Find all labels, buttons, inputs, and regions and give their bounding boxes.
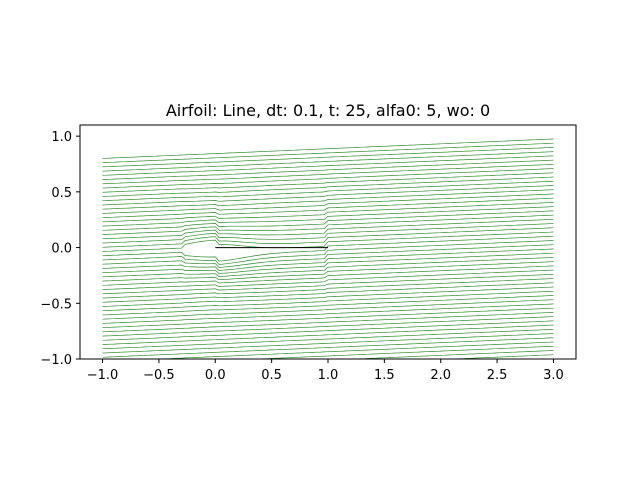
streamline-52 — [102, 151, 554, 172]
streamline-48 — [102, 168, 554, 189]
streamline-47 — [102, 172, 554, 193]
streamline-45 — [102, 180, 554, 202]
streamline-22 — [102, 278, 554, 299]
streamline-16 — [102, 303, 554, 324]
x-tick-label: 0.5 — [261, 368, 282, 383]
streamline-41 — [102, 197, 554, 219]
streamline-24 — [102, 269, 554, 290]
streamline-21 — [102, 282, 554, 303]
streamline-26 — [102, 261, 554, 282]
x-tick-label: 2.5 — [487, 368, 508, 383]
streamline-12 — [102, 320, 554, 341]
streamline-35 — [102, 223, 554, 244]
streamline-54 — [102, 142, 554, 164]
x-tick-label: 3.0 — [543, 368, 564, 383]
streamline-18 — [102, 295, 554, 316]
y-tick-label: 0.0 — [51, 242, 72, 257]
chart-title: Airfoil: Line, dt: 0.1, t: 25, alfa0: 5,… — [166, 101, 490, 120]
streamline-27 — [102, 257, 554, 278]
x-tick-label: 1.5 — [374, 368, 395, 383]
streamline-6 — [250, 345, 554, 359]
streamline-33 — [102, 231, 554, 252]
streamline-13 — [102, 316, 554, 337]
y-tick-label: 1.0 — [51, 130, 72, 145]
plot-frame — [79, 124, 577, 360]
streamline-17 — [102, 299, 554, 320]
streamline-40 — [102, 202, 554, 223]
streamline-31 — [102, 240, 554, 265]
streamline-51 — [102, 155, 554, 176]
streamline-50 — [102, 159, 554, 180]
streamline-39 — [102, 206, 554, 227]
streamlines-group — [102, 138, 554, 359]
x-tick-label: 2.0 — [430, 368, 451, 383]
streamline-43 — [102, 189, 554, 210]
y-axis-ticks: −1.0 −0.5 0.0 0.5 1.0 — [40, 130, 80, 368]
streamline-28 — [102, 252, 554, 274]
streamline-9 — [102, 333, 554, 354]
streamline-46 — [102, 176, 554, 197]
y-tick-label: −1.0 — [40, 353, 72, 368]
streamline-23 — [102, 273, 554, 295]
streamline-7 — [152, 341, 554, 359]
streamline-30 — [102, 244, 554, 268]
streamline-36 — [102, 218, 554, 240]
streamline-19 — [102, 290, 554, 312]
streamline-15 — [102, 307, 554, 328]
streamline-49 — [102, 163, 554, 185]
streamline-44 — [102, 185, 554, 206]
streamline-55 — [102, 138, 554, 159]
x-tick-label: 0.0 — [205, 368, 226, 383]
streamline-32 — [102, 235, 554, 262]
x-tick-label: 1.0 — [318, 368, 339, 383]
streamline-10 — [102, 328, 554, 350]
streamline-5 — [347, 350, 554, 359]
streamline-11 — [102, 324, 554, 345]
y-tick-label: 0.5 — [51, 186, 72, 201]
streamline-37 — [102, 214, 554, 235]
streamline-25 — [102, 265, 554, 286]
streamline-29 — [102, 248, 554, 271]
streamline-4 — [445, 354, 554, 359]
streamline-34 — [102, 227, 554, 248]
x-axis-ticks: −1.0 −0.5 0.0 0.5 1.0 1.5 2.0 2.5 3.0 — [87, 359, 564, 383]
x-tick-label: −1.0 — [87, 368, 119, 383]
streamline-42 — [102, 193, 554, 214]
streamline-14 — [102, 312, 554, 333]
streamline-20 — [102, 286, 554, 307]
streamline-38 — [102, 210, 554, 231]
streamline-8 — [102, 337, 554, 358]
y-tick-label: −0.5 — [40, 297, 72, 312]
streamline-53 — [102, 147, 554, 168]
x-tick-label: −0.5 — [143, 368, 175, 383]
